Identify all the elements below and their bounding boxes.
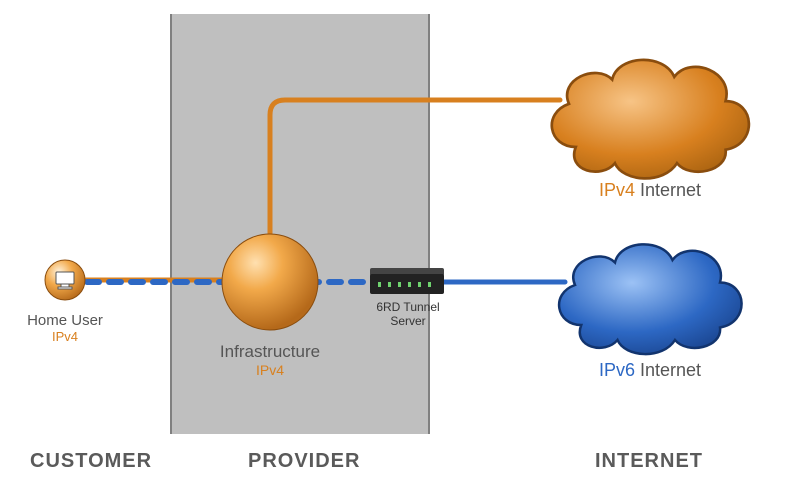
router-node — [370, 268, 444, 294]
infrastructure-label-line2: IPv4 — [170, 362, 370, 378]
section-internet: INTERNET — [595, 450, 703, 473]
home-user-label: Home User IPv4 — [0, 312, 165, 344]
infrastructure-node — [222, 234, 318, 330]
ipv4-cloud-label: IPv4 Internet — [530, 180, 770, 201]
router-label-line1: 6RD Tunnel — [308, 300, 508, 314]
ipv4-cloud-label-prefix: IPv4 — [599, 180, 635, 200]
section-provider: PROVIDER — [248, 450, 360, 473]
ipv6-cloud-label-suffix: Internet — [635, 360, 701, 380]
infrastructure-label: Infrastructure IPv4 — [170, 342, 370, 378]
ipv4-cloud-label-suffix: Internet — [635, 180, 701, 200]
ipv4-cloud — [552, 60, 749, 179]
section-customer: CUSTOMER — [30, 450, 152, 473]
router-label-line2: Server — [308, 314, 508, 328]
ipv6-cloud-label: IPv6 Internet — [530, 360, 770, 381]
infrastructure-label-line1: Infrastructure — [170, 342, 370, 362]
ipv6-cloud-label-prefix: IPv6 — [599, 360, 635, 380]
link-infrastructure-ipv4cloud — [270, 100, 560, 236]
router-label: 6RD Tunnel Server — [308, 300, 508, 328]
diagram-svg — [0, 0, 800, 501]
home-user-label-line2: IPv4 — [0, 329, 165, 344]
home-user-label-line1: Home User — [0, 312, 165, 329]
ipv6-cloud — [559, 244, 741, 354]
